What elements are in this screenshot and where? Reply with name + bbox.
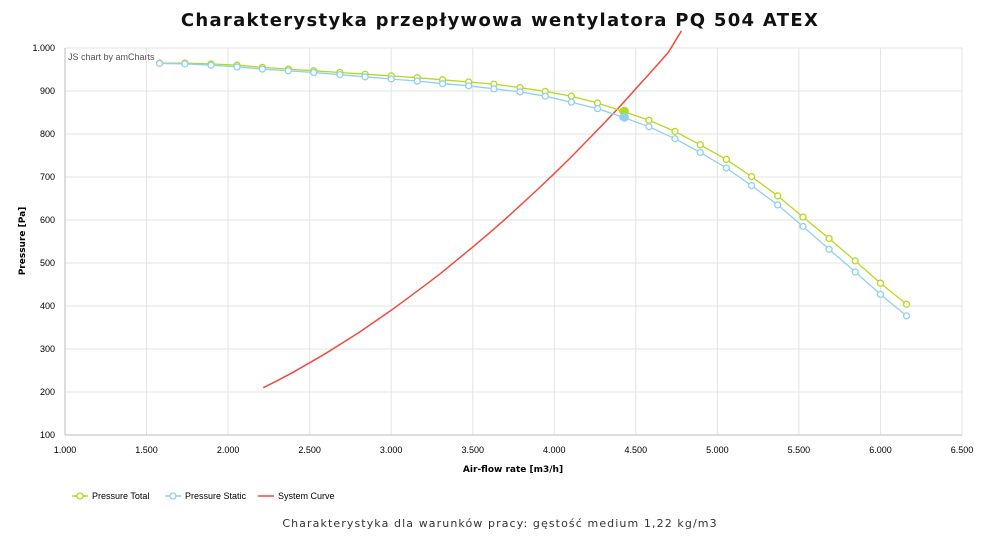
x-tick-label: 3.000 bbox=[380, 445, 403, 455]
pressure-static-point bbox=[155, 59, 164, 68]
pressure-static-point bbox=[593, 104, 602, 113]
y-axis-title: Pressure [Pa] bbox=[18, 207, 28, 276]
pressure-static-point bbox=[310, 68, 318, 77]
x-tick-label: 3.500 bbox=[461, 445, 484, 455]
x-tick-label: 4.000 bbox=[543, 445, 566, 455]
y-tick-label: 900 bbox=[40, 86, 55, 96]
x-tick-label: 2.000 bbox=[217, 445, 240, 455]
pressure-static-point bbox=[722, 164, 730, 172]
pressure-static-point bbox=[413, 77, 421, 85]
pressure-total-legend-marker bbox=[76, 492, 84, 500]
y-tick-label: 800 bbox=[40, 129, 55, 139]
pressure-static-point bbox=[799, 222, 807, 231]
pressure-static-point bbox=[336, 71, 344, 79]
x-tick-label: 6.500 bbox=[951, 445, 974, 455]
pressure-static-point bbox=[851, 268, 859, 276]
pressure-static-point bbox=[181, 60, 189, 68]
system-curve-legend-label: System Curve bbox=[278, 491, 335, 501]
x-tick-label: 4.500 bbox=[625, 445, 648, 455]
y-tick-label: 700 bbox=[40, 172, 55, 182]
pressure-static-point bbox=[516, 88, 524, 96]
pressure-static-legend-label: Pressure Static bbox=[185, 491, 247, 501]
x-tick-label: 5.000 bbox=[706, 445, 729, 455]
pressure-static-point bbox=[541, 92, 549, 100]
pressure-static-point bbox=[902, 312, 911, 320]
chart-caption: Charakterystyka dla warunków pracy: gęst… bbox=[282, 517, 718, 530]
pressure-total-point bbox=[774, 192, 782, 200]
pressure-total-point bbox=[799, 213, 807, 221]
x-tick-label: 5.500 bbox=[788, 445, 811, 455]
x-tick-label: 6.000 bbox=[869, 445, 892, 455]
x-tick-label: 2.500 bbox=[298, 445, 321, 455]
pressure-total-point bbox=[696, 141, 704, 149]
pressure-total-point bbox=[825, 234, 833, 243]
flow-chart: 1.000 1.500 2.000 2.500 3.000 3.500 4.000 4.500… bbox=[18, 30, 973, 501]
pressure-total-point bbox=[671, 127, 679, 136]
pressure-total-point bbox=[645, 116, 653, 124]
pressure-static-point bbox=[438, 80, 447, 88]
pressure-total-line bbox=[159, 62, 907, 305]
pressure-static-point bbox=[876, 290, 885, 299]
operating-point-static bbox=[619, 112, 629, 122]
pressure-static-point bbox=[567, 98, 576, 106]
pressure-static-legend-marker bbox=[169, 492, 177, 500]
series bbox=[155, 30, 911, 389]
pressure-static-point bbox=[645, 123, 653, 131]
pressure-total-point bbox=[851, 257, 859, 265]
pressure-total-point bbox=[722, 155, 730, 164]
y-tick-label: 600 bbox=[40, 215, 55, 225]
y-tick-label: 200 bbox=[40, 387, 55, 397]
legend[interactable]: Pressure Total Pressure Static System Curv… bbox=[72, 491, 335, 501]
pressure-static-point bbox=[284, 67, 293, 75]
x-tick-label: 1.500 bbox=[135, 445, 158, 455]
grid bbox=[64, 47, 963, 436]
pressure-static-point bbox=[747, 181, 756, 190]
pressure-total-point bbox=[747, 172, 756, 181]
pressure-static-point bbox=[361, 73, 369, 81]
pressure-total-point bbox=[567, 92, 576, 100]
pressure-static-point bbox=[464, 82, 473, 90]
y-tick-label: 100 bbox=[40, 430, 55, 440]
pressure-static-point bbox=[696, 148, 704, 157]
chart-title: Charakterystyka przepływowa wentylatora … bbox=[180, 10, 820, 31]
x-axis-title: Air-flow rate [m3/h] bbox=[463, 465, 563, 475]
pressure-total-point bbox=[902, 300, 911, 308]
y-tick-label: 300 bbox=[40, 344, 55, 354]
pressure-static-point bbox=[774, 201, 782, 209]
axis-ticks: 1.000 1.500 2.000 2.500 3.000 3.500 4.000 4.500… bbox=[32, 43, 973, 455]
y-tick-label: 500 bbox=[40, 258, 55, 268]
pressure-static-point bbox=[387, 75, 395, 83]
pressure-static-point bbox=[825, 245, 833, 253]
y-tick-label: 1.000 bbox=[32, 43, 55, 53]
pressure-static-point bbox=[671, 135, 679, 143]
pressure-static-line bbox=[159, 62, 907, 317]
pressure-static-point bbox=[258, 65, 266, 73]
pressure-total-legend-label: Pressure Total bbox=[92, 491, 149, 501]
x-tick-label: 1.000 bbox=[54, 445, 77, 455]
pressure-static-point bbox=[490, 85, 498, 93]
pressure-total-point bbox=[876, 279, 885, 287]
system-curve-line bbox=[262, 30, 683, 389]
pressure-static-point bbox=[207, 61, 215, 69]
pressure-static-point bbox=[233, 63, 241, 71]
y-tick-label: 400 bbox=[40, 301, 55, 311]
amcharts-credit[interactable]: JS chart by amCharts bbox=[68, 52, 155, 62]
